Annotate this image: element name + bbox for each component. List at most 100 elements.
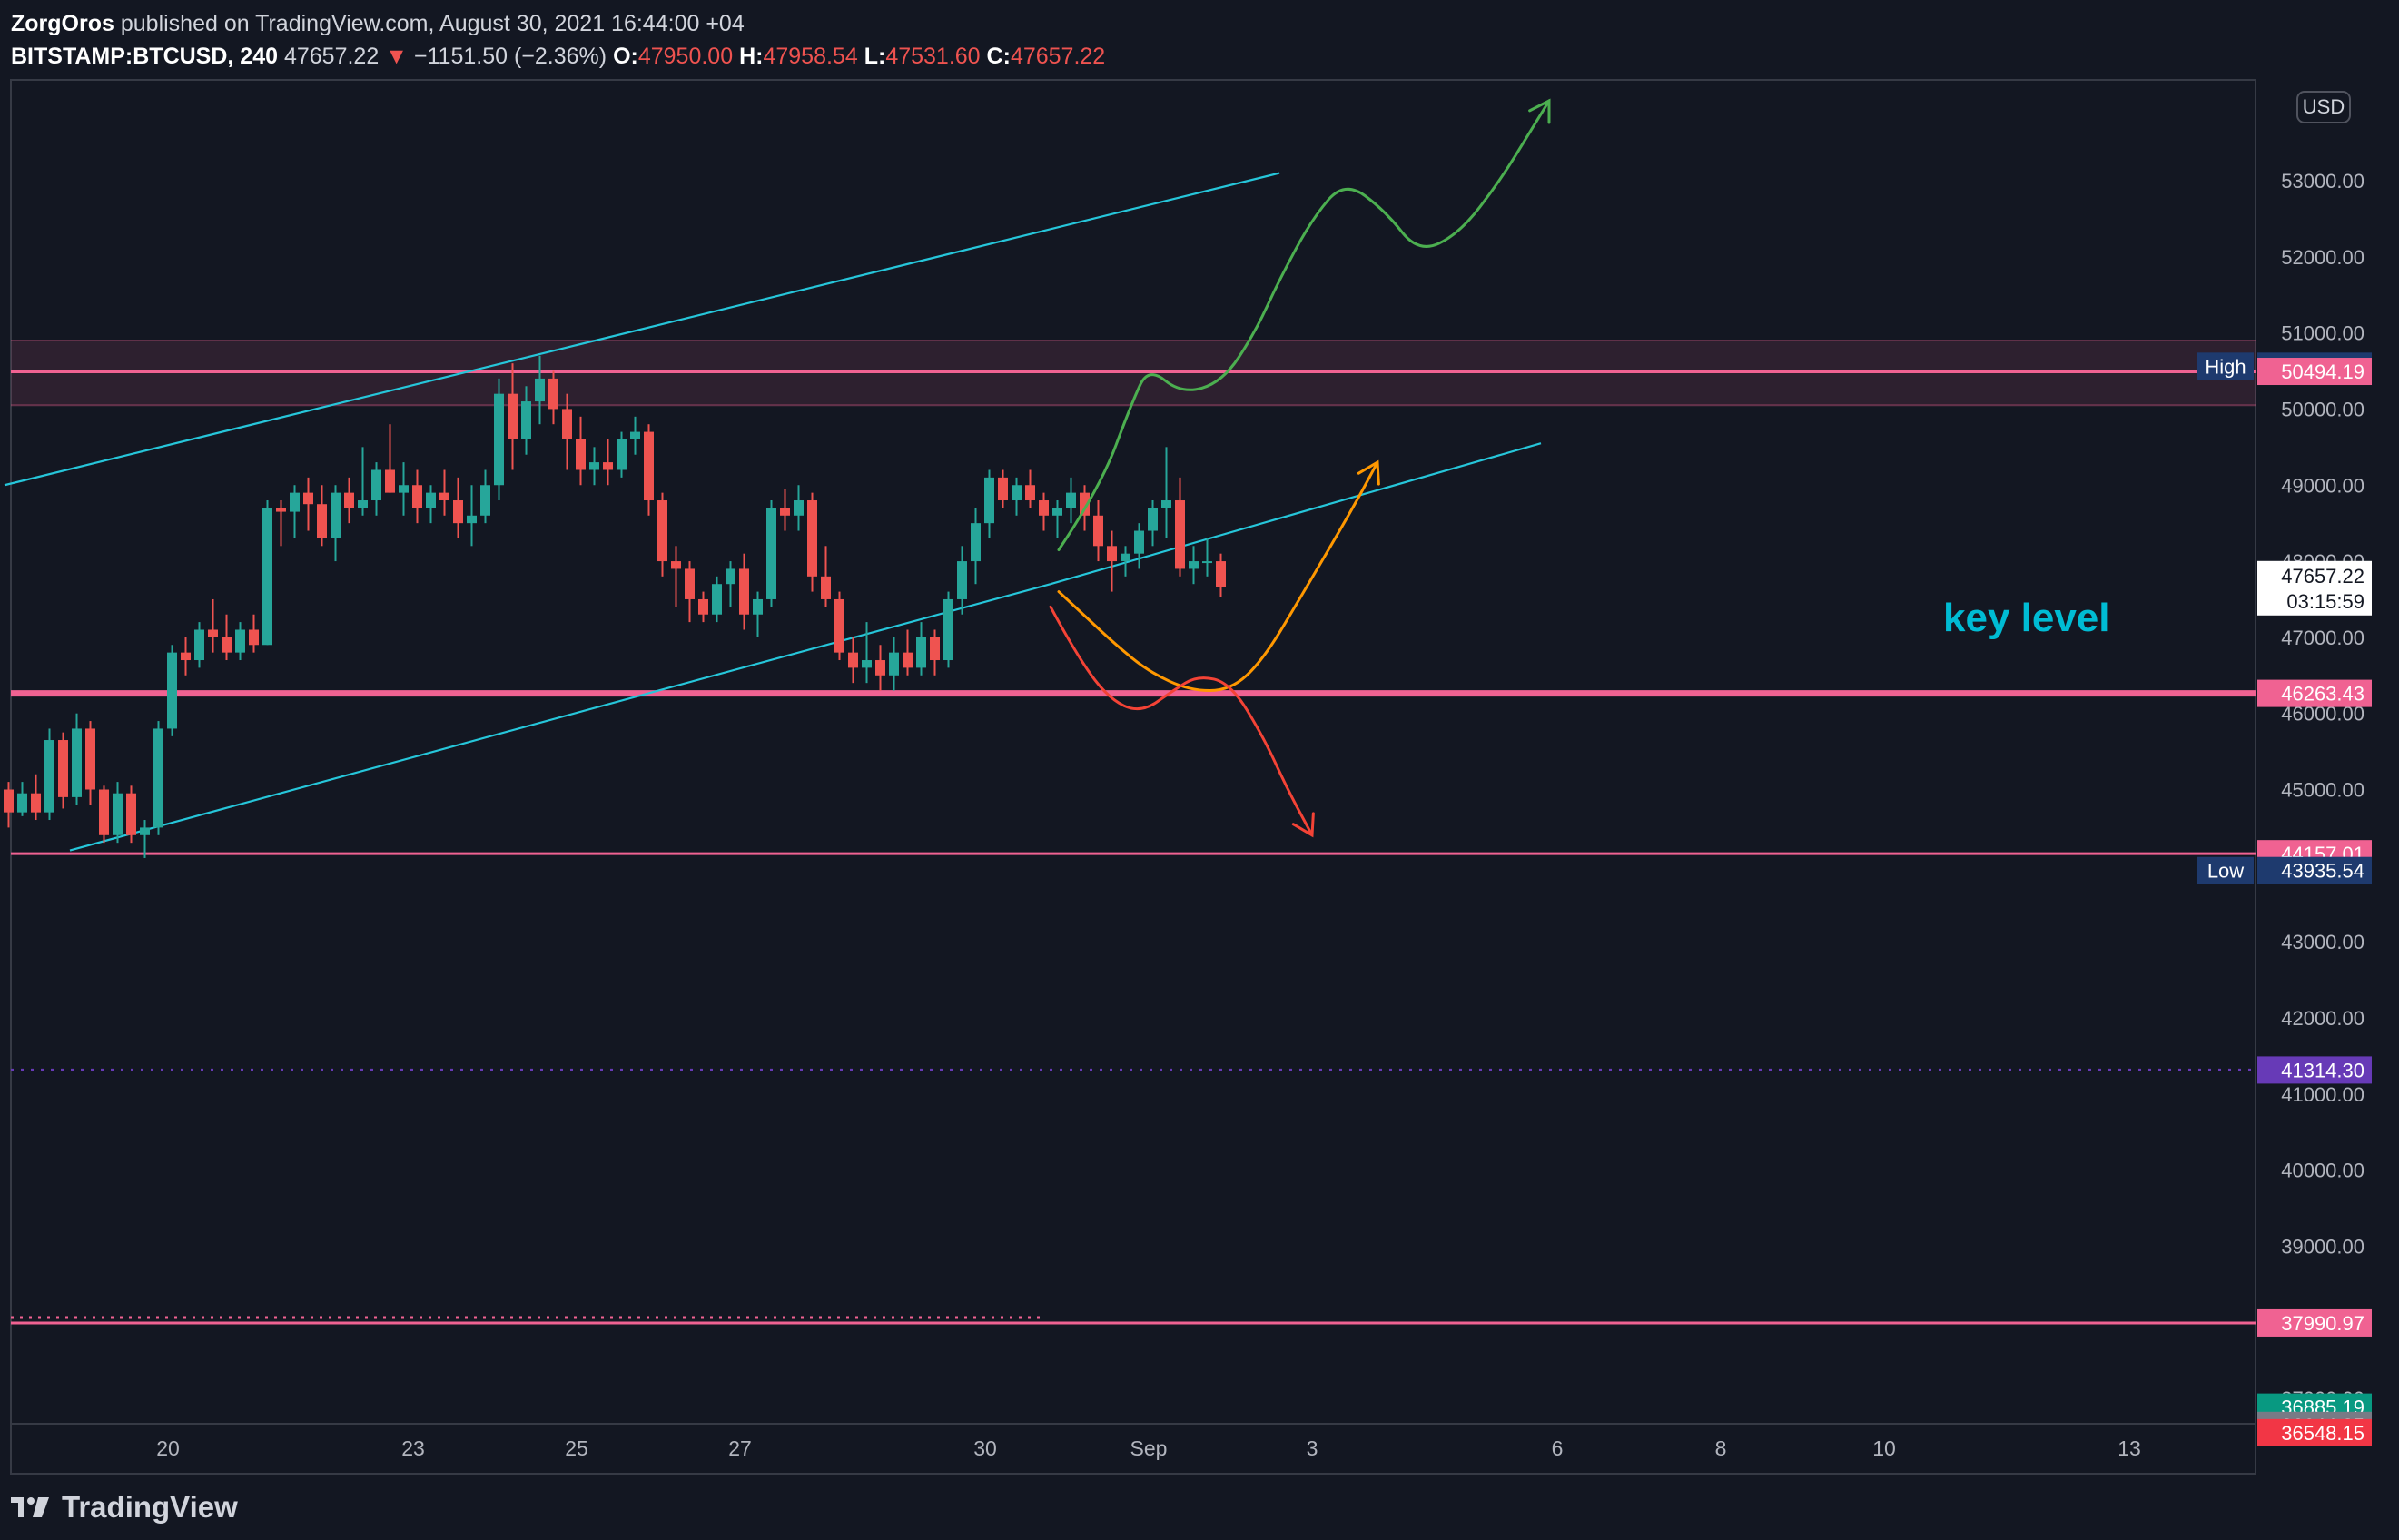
price-label-value: 36548.15 <box>2281 1422 2364 1445</box>
currency-badge[interactable]: USD <box>2296 91 2351 123</box>
change-down-icon: ▼ <box>385 44 408 69</box>
candle-body <box>222 637 232 653</box>
x-tick-label: 6 <box>1552 1436 1564 1460</box>
candle-body <box>194 629 204 661</box>
price-label-box <box>2257 1308 2372 1337</box>
candle-body <box>126 793 136 835</box>
open-label: O: <box>613 44 638 69</box>
low-label: L: <box>864 44 886 69</box>
candle-body <box>794 500 804 516</box>
candle-body <box>113 793 123 835</box>
candle-body <box>548 378 558 410</box>
candle-body <box>671 561 681 569</box>
candle-body <box>562 409 572 439</box>
x-tick-label: 13 <box>2118 1436 2141 1460</box>
candle-body <box>385 469 395 493</box>
candle-body <box>617 439 627 470</box>
candle-body <box>930 637 940 661</box>
candle-body <box>535 378 545 402</box>
candle-body <box>508 393 518 439</box>
red-scenario-path-arrowhead <box>1291 812 1315 838</box>
candle-body <box>644 431 654 501</box>
candle-body <box>753 598 763 615</box>
channel-line-mid <box>1050 442 1542 586</box>
candle-body <box>1012 485 1022 501</box>
y-tick-label: 49000.00 <box>2281 474 2364 497</box>
candle-body <box>17 793 27 813</box>
price-tag-box <box>2197 856 2254 884</box>
candle-body <box>331 492 341 538</box>
channel-line-upper <box>4 172 1280 487</box>
price-label-value: 50494.19 <box>2281 360 2364 383</box>
candle-body <box>235 629 245 653</box>
ohlc-line: BITSTAMP:BTCUSD, 240 47657.22 ▼ −1151.50… <box>11 40 1105 73</box>
candle-body <box>453 500 463 524</box>
candle-body <box>1080 492 1090 516</box>
close-value: 47657.22 <box>1010 44 1106 69</box>
candle-body <box>153 728 163 828</box>
x-tick-label: 23 <box>401 1436 425 1460</box>
price-label-value: 41314.30 <box>2281 1059 2364 1081</box>
candle-body <box>1161 500 1171 508</box>
price-label-box <box>2257 856 2372 884</box>
candle-body <box>1052 508 1062 516</box>
candle-body <box>630 431 640 439</box>
author-name[interactable]: ZorgOros <box>11 11 114 36</box>
candle-body <box>834 598 844 653</box>
y-tick-label: 39000.00 <box>2281 1235 2364 1258</box>
candle-body <box>317 504 327 538</box>
candle-body <box>726 568 735 585</box>
candle-body <box>1025 485 1035 501</box>
y-tick-label: 45000.00 <box>2281 779 2364 802</box>
candle-body <box>1148 508 1158 531</box>
candle-body <box>439 492 449 501</box>
y-tick-label: 51000.00 <box>2281 322 2364 345</box>
price-label-box <box>2257 358 2372 386</box>
currency-label: USD <box>2303 95 2345 118</box>
publish-line: ZorgOros published on TradingView.com, A… <box>11 7 1105 40</box>
candle-body <box>1039 500 1049 516</box>
y-tick-label: 41000.00 <box>2281 1083 2364 1106</box>
candle-body <box>589 462 599 470</box>
price-label-box <box>2257 1418 2372 1446</box>
x-tick-label: 25 <box>565 1436 588 1460</box>
candle-body <box>371 469 381 501</box>
open-value: 47950.00 <box>637 44 734 69</box>
candle-body <box>957 561 967 599</box>
countdown-label: 03:15:59 <box>2286 590 2364 613</box>
publish-info: published on TradingView.com, August 30,… <box>120 11 745 36</box>
candle-body <box>140 827 150 835</box>
candle-body <box>290 492 300 512</box>
candle-body <box>739 568 749 615</box>
symbol-label[interactable]: BITSTAMP:BTCUSD, 240 <box>11 44 279 69</box>
candle-body <box>58 740 68 797</box>
candle-body <box>31 793 41 813</box>
candle-body <box>576 439 586 470</box>
candle-body <box>1189 561 1199 569</box>
candle-body <box>685 568 695 599</box>
y-tick-label: 43000.00 <box>2281 931 2364 953</box>
candle-body <box>1134 530 1144 554</box>
y-tick-label: 52000.00 <box>2281 246 2364 269</box>
x-tick-label: 20 <box>156 1436 180 1460</box>
x-tick-label: 8 <box>1715 1436 1727 1460</box>
green-scenario-path-arrowhead <box>1528 98 1551 124</box>
candle-body <box>1093 515 1103 547</box>
tradingview-logo[interactable]: TradingView <box>11 1489 238 1525</box>
candle-body <box>181 652 191 661</box>
price-label-box <box>2257 679 2372 707</box>
last-price: 47657.22 <box>283 44 380 69</box>
candle-body <box>72 728 82 797</box>
candle-body <box>807 500 817 577</box>
candle-body <box>1121 553 1130 562</box>
candle-body <box>998 477 1008 501</box>
high-value: 47958.54 <box>763 44 858 69</box>
chart-header: ZorgOros published on TradingView.com, A… <box>11 7 1105 73</box>
candle-body <box>358 500 368 508</box>
candle-body <box>1107 546 1117 562</box>
candle-body <box>167 652 177 729</box>
candle-body <box>4 789 14 813</box>
candle-body <box>276 508 286 512</box>
x-tick-label: 10 <box>1872 1436 1896 1460</box>
